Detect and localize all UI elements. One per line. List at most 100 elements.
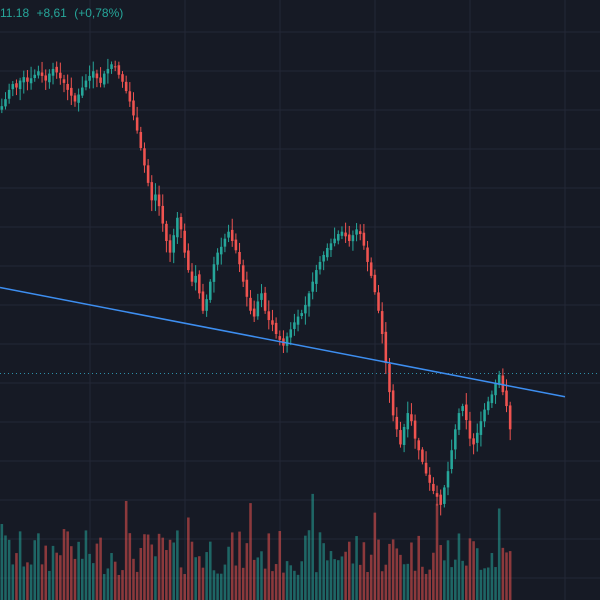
volume-bar <box>391 539 395 600</box>
candle-body <box>347 234 351 241</box>
volume-bar <box>307 530 311 600</box>
volume-bar <box>66 531 69 600</box>
volume-bar <box>362 542 366 600</box>
candle-body <box>219 246 223 255</box>
candle-body <box>252 308 256 317</box>
candle-body <box>494 382 497 396</box>
candle-body <box>450 450 453 469</box>
candle-body <box>439 494 442 505</box>
candle-body <box>70 87 73 96</box>
volume-bar <box>77 541 80 600</box>
candle-body <box>479 421 483 435</box>
candle-body <box>95 73 99 79</box>
candle-body <box>399 430 402 445</box>
candle-body <box>51 68 55 76</box>
volume-bar <box>238 531 241 600</box>
candle-body <box>230 229 234 241</box>
volume-bar <box>117 574 121 600</box>
candle-body <box>33 74 37 79</box>
candle-body <box>388 363 391 393</box>
candle-body <box>106 68 110 74</box>
trendline[interactable] <box>0 286 566 398</box>
candle-body <box>318 261 322 270</box>
candle-body <box>40 72 44 76</box>
candle-body <box>296 316 300 325</box>
candle-body <box>417 440 421 451</box>
volume-bars <box>0 493 512 600</box>
candle-body <box>172 235 175 253</box>
volume-bar <box>59 555 62 600</box>
volume-bar <box>44 545 47 600</box>
volume-bar <box>300 561 303 600</box>
volume-bar <box>84 530 88 600</box>
volume-bar <box>201 567 205 600</box>
candle-body <box>465 404 468 421</box>
volume-bar <box>468 538 472 600</box>
volume-bar <box>267 533 271 600</box>
volume-bar <box>73 558 77 600</box>
candle-body <box>102 73 106 85</box>
volume-bar <box>479 569 483 600</box>
candle-body <box>110 64 113 69</box>
candle-body <box>26 77 29 82</box>
volume-bar <box>450 567 453 600</box>
candle-body <box>11 84 15 90</box>
volume-bar <box>395 548 399 600</box>
volume-bar <box>497 508 501 600</box>
candle-body <box>486 401 490 411</box>
candle-body <box>44 75 47 81</box>
volume-bar <box>7 539 11 600</box>
candle-body <box>245 279 249 297</box>
volume-bar <box>102 574 106 600</box>
candle-body <box>424 462 428 474</box>
volume-bar <box>435 503 439 600</box>
candle-body <box>55 66 58 73</box>
volume-bar <box>260 551 263 600</box>
candle-body <box>18 80 22 90</box>
volume-bar <box>424 573 428 600</box>
candle-body <box>391 390 395 416</box>
volume-bar <box>351 563 355 600</box>
candle-body <box>373 274 377 293</box>
candle-body <box>139 132 143 148</box>
candle-body <box>168 240 172 253</box>
volume-bar <box>161 537 165 600</box>
volume-bar <box>380 571 384 600</box>
volume-bar <box>150 544 154 600</box>
volume-bar <box>505 552 508 600</box>
candle-body <box>315 270 318 284</box>
volume-bar <box>29 564 33 600</box>
candle-body <box>300 313 303 317</box>
volume-bar <box>483 568 486 600</box>
candle-body <box>285 336 289 346</box>
candle-body <box>194 275 197 283</box>
volume-bar <box>179 567 183 600</box>
candle-body <box>333 238 336 244</box>
candle-body <box>406 413 410 430</box>
candle-body <box>505 390 508 407</box>
volume-bar <box>168 539 172 600</box>
volume-bar <box>81 558 84 600</box>
volume-bar <box>311 493 314 600</box>
candle-body <box>366 247 369 262</box>
candle-body <box>88 75 91 81</box>
candle-body <box>468 420 472 439</box>
volume-bar <box>358 564 362 600</box>
volume-bar <box>106 568 110 600</box>
candle-body <box>351 235 355 242</box>
candle-body <box>143 148 146 166</box>
volume-bar <box>11 564 15 600</box>
candle-body <box>15 83 18 88</box>
candle-body <box>4 99 7 107</box>
volume-bar <box>37 533 40 600</box>
candle-body <box>421 449 424 462</box>
volume-bar <box>271 571 274 600</box>
candle-body <box>223 238 227 247</box>
volume-bar <box>234 565 238 600</box>
volume-bar <box>132 558 135 600</box>
volume-bar <box>304 535 307 600</box>
candle-body <box>179 217 183 230</box>
candle-body <box>7 89 11 99</box>
